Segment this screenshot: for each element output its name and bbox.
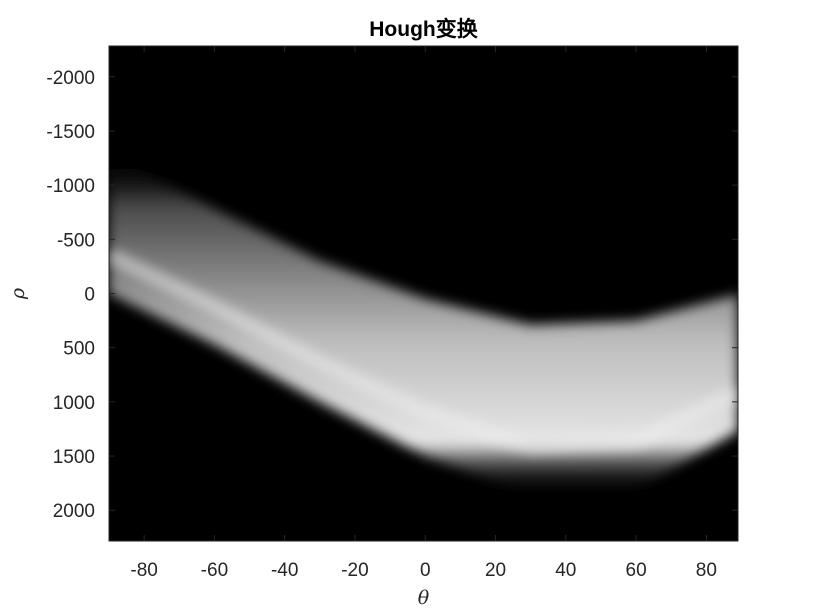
plot-area — [108, 45, 739, 542]
y-axis-label: ρ — [7, 287, 29, 300]
chart-title: Hough变换 — [369, 17, 478, 41]
hough-band-core — [109, 248, 738, 454]
y-tick-label: -1500 — [46, 122, 95, 143]
x-tick-label: -60 — [201, 560, 228, 581]
x-tick-label: 80 — [696, 560, 717, 581]
x-tick-label: -20 — [341, 560, 368, 581]
y-tick-label: 0 — [84, 285, 95, 306]
y-tick-label: -1000 — [46, 176, 95, 197]
x-axis-label: θ — [418, 587, 430, 609]
x-tick-label: 60 — [626, 560, 647, 581]
y-tick-label: 1500 — [53, 447, 95, 468]
x-tick-label: 40 — [555, 560, 576, 581]
y-tick-label: 2000 — [53, 501, 95, 522]
x-tick-label: -40 — [271, 560, 298, 581]
x-axis: -80 -60 -40 -20 0 20 40 60 80 — [130, 46, 717, 581]
x-tick-label: 20 — [485, 560, 506, 581]
x-tick-label: -80 — [130, 560, 157, 581]
y-tick-label: 500 — [63, 339, 95, 360]
y-tick-label: 1000 — [53, 393, 95, 414]
y-tick-label: -2000 — [46, 68, 95, 89]
hough-band — [109, 155, 738, 494]
y-axis: -2000 -1500 -1000 -500 0 500 1000 1500 2000 — [46, 68, 738, 522]
y-tick-label: -500 — [57, 230, 95, 251]
x-tick-label: 0 — [420, 560, 431, 581]
